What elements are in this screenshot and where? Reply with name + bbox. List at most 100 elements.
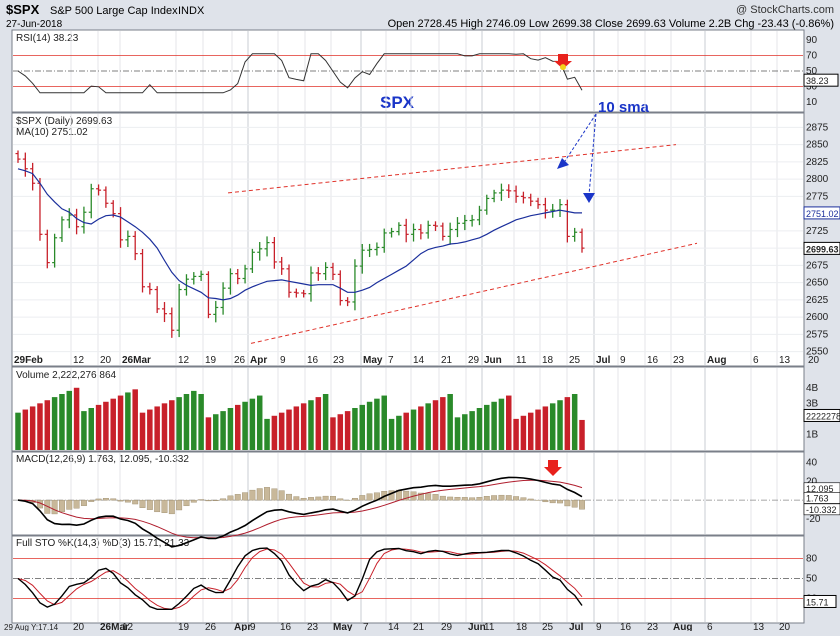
volume-bar [272, 416, 277, 450]
macd-histogram-bar [477, 497, 482, 500]
macd-histogram-bar [147, 500, 152, 510]
volume-bar [23, 410, 28, 450]
x-tick-label: 26 [234, 355, 246, 366]
volume-bar [455, 417, 460, 450]
volume-bar [506, 396, 511, 450]
macd-histogram-bar [557, 500, 562, 503]
price-tick-label: 2600 [806, 312, 829, 323]
volume-bar [433, 400, 438, 450]
x-tick-label: 16 [307, 355, 319, 366]
macd-histogram-bar [110, 499, 115, 500]
ma-value-label: 2751.02 [806, 209, 839, 219]
macd-histogram-bar [338, 499, 343, 500]
x-tick-label-bottom: Aug [673, 622, 692, 631]
volume-bar [286, 410, 291, 450]
volume-bar [125, 392, 130, 450]
x-tick-label: 9 [280, 355, 286, 366]
price-tick-label: 2800 [806, 174, 829, 185]
macd-histogram-bar [330, 496, 335, 500]
x-tick-label: 11 [516, 355, 527, 366]
macd-histogram-bar [213, 500, 218, 501]
macd-histogram-bar [279, 491, 284, 501]
rsi-value-label: 38.23 [806, 76, 829, 86]
x-tick-label-bottom: 19 [178, 622, 190, 631]
volume-bar [557, 400, 562, 450]
ma-title: MA(10) 2751.02 [16, 127, 88, 138]
volume-bar [338, 414, 343, 450]
price-tick-label: 2825 [806, 157, 829, 168]
x-tick-label-bottom: 11 [484, 622, 495, 631]
macd-histogram-bar [506, 495, 511, 500]
volume-bar [242, 402, 247, 450]
x-tick-label: 13 [779, 355, 791, 366]
macd-histogram-bar [184, 500, 189, 506]
macd-histogram-bar [235, 494, 240, 500]
volume-bar [235, 405, 240, 450]
macd-histogram-bar [257, 489, 262, 501]
x-tick-label: 9 [620, 355, 626, 366]
volume-bar [213, 414, 218, 450]
macd-histogram-bar [74, 500, 79, 508]
date-label: 27-Jun-2018 [6, 19, 63, 30]
sto-tick-label: 50 [806, 574, 818, 585]
macd-histogram-bar [550, 500, 555, 503]
rsi-tick-label: 90 [806, 35, 818, 46]
exchange-label: INDX [178, 5, 205, 17]
x-tick-label: Apr [250, 355, 267, 366]
x-tick-label: 29 [468, 355, 480, 366]
x-tick-label: Jun [484, 355, 502, 366]
volume-bar [184, 394, 189, 450]
volume-title: Volume 2,222,276,864 [16, 370, 117, 381]
volume-bar [381, 396, 386, 450]
sto-title: Full STO %K(14,3) %D(3) 15.71, 21.33 [16, 538, 190, 549]
volume-bar [543, 406, 548, 450]
volume-bar [15, 413, 20, 450]
x-tick-label-bottom: 21 [413, 622, 425, 631]
volume-bar [367, 402, 372, 450]
macd-histogram-bar [323, 496, 328, 500]
volume-bar [45, 400, 50, 450]
volume-bar [579, 420, 584, 450]
macd-histogram-bar [440, 496, 445, 500]
sma-annotation: 10 sma [598, 99, 650, 116]
macd-histogram-bar [528, 499, 533, 500]
x-tick-label-bottom: 20 [779, 622, 791, 631]
macd-histogram-bar [154, 500, 159, 512]
macd-histogram-bar [521, 498, 526, 501]
x-tick-label: May [363, 355, 383, 366]
macd-tick-label: 40 [806, 458, 818, 469]
macd-histogram-bar [81, 500, 86, 506]
price-tick-label: 2575 [806, 329, 829, 340]
x-tick-label-bottom: 23 [647, 622, 659, 631]
volume-bar [396, 416, 401, 450]
volume-bar [440, 397, 445, 450]
volume-bar [103, 402, 108, 450]
macd-histogram-bar [499, 495, 504, 500]
x-tick-label: 14 [413, 355, 425, 366]
macd-histogram-bar [264, 487, 269, 500]
macd-histogram-bar [59, 500, 64, 512]
volume-bar [89, 408, 94, 450]
macd-histogram-bar [220, 499, 225, 500]
volume-bar [521, 416, 526, 450]
x-tick-label-bottom: 7 [363, 622, 369, 631]
x-tick-label: 19 [205, 355, 217, 366]
macd-histogram-bar [198, 500, 203, 501]
volume-bar [389, 419, 394, 450]
macd-histogram-bar [228, 496, 233, 500]
volume-bar [352, 408, 357, 450]
volume-bar [528, 413, 533, 450]
x-tick-label: 16 [647, 355, 659, 366]
macd-histogram-bar [169, 500, 174, 514]
volume-bar [374, 399, 379, 450]
macd-histogram-bar [294, 497, 299, 501]
volume-bar [411, 410, 416, 450]
volume-bar [220, 411, 225, 450]
macd-histogram-bar [301, 498, 306, 500]
volume-bar [228, 408, 233, 450]
volume-bar [140, 413, 145, 450]
volume-bar [279, 413, 284, 450]
volume-bar [484, 405, 489, 450]
